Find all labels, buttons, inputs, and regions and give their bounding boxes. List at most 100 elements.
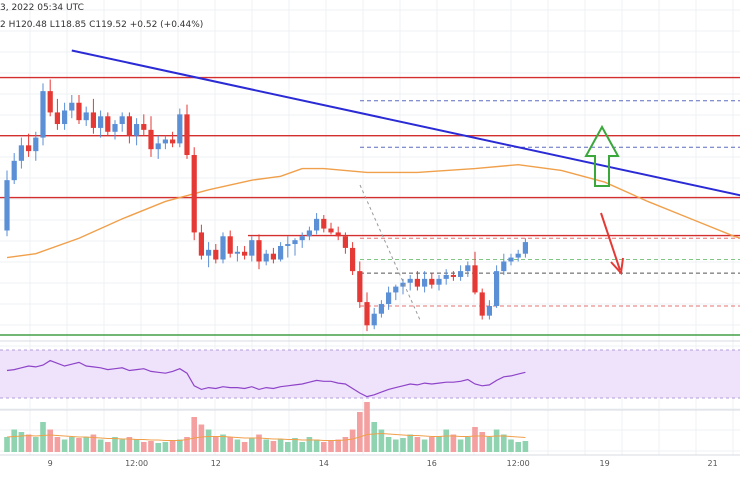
candle-body <box>54 112 60 125</box>
candle-body <box>126 116 132 136</box>
candle-body <box>278 245 284 260</box>
volume-bar <box>299 442 305 452</box>
volume-bar <box>191 417 197 452</box>
volume-bar <box>198 424 205 452</box>
candle-body <box>134 124 140 136</box>
candle-body <box>515 253 521 258</box>
candle <box>515 249 521 262</box>
trend-line <box>71 49 740 321</box>
candle-body <box>422 278 428 287</box>
candle <box>328 222 334 235</box>
candle <box>422 271 428 293</box>
arrows <box>584 124 624 276</box>
volume-bar <box>33 437 39 452</box>
candle <box>177 108 183 148</box>
candle <box>436 275 442 291</box>
volume-bar <box>335 439 341 452</box>
candle <box>321 215 327 233</box>
volume-bar <box>385 437 392 452</box>
candle <box>83 106 89 126</box>
x-tick-label: 12:00 <box>507 459 530 468</box>
x-tick-label: 19 <box>600 459 610 468</box>
volume-bar <box>90 434 97 452</box>
volume-bar <box>457 439 464 452</box>
candle-body <box>429 278 435 285</box>
candle-body <box>206 249 212 256</box>
volume-bar <box>133 439 140 452</box>
x-tick-label: 14 <box>319 459 329 468</box>
x-tick-label: 16 <box>427 459 437 468</box>
volume-bar <box>105 442 111 452</box>
candle <box>105 112 111 136</box>
candle-body <box>285 244 291 246</box>
volume-bar <box>155 443 161 452</box>
volume-bar <box>25 434 32 452</box>
candle <box>33 131 39 161</box>
candle-body <box>335 232 341 237</box>
candle-body <box>501 261 507 272</box>
volume-bar <box>112 437 118 452</box>
candle-body <box>371 313 377 326</box>
candle-body <box>342 236 348 248</box>
volume-bar <box>162 442 169 452</box>
candle-body <box>357 271 363 303</box>
candle <box>198 224 204 260</box>
volume-bar <box>205 429 212 452</box>
candle <box>54 98 60 130</box>
candle-body <box>242 251 248 256</box>
down-arrow-head <box>610 257 624 276</box>
candle <box>292 238 298 256</box>
candle-body <box>414 278 420 287</box>
volume-bar <box>328 441 334 452</box>
candle <box>299 232 305 248</box>
candle <box>206 242 212 268</box>
candle <box>522 238 528 258</box>
candle-body <box>256 240 262 262</box>
header-date: 3, 2022 05:34 UTC <box>0 3 84 13</box>
down-arrow-icon <box>600 212 621 271</box>
volume-bar <box>83 437 89 452</box>
candle <box>112 120 118 140</box>
volume-bar <box>421 439 428 452</box>
volume-bar <box>436 436 442 452</box>
candle <box>443 269 449 285</box>
volume-bar <box>241 442 248 452</box>
candle-body <box>191 155 197 233</box>
candle-body <box>522 242 528 254</box>
header-ohlc: 2 H120.48 L118.85 C119.52 +0.52 (+0.44%) <box>0 20 204 30</box>
candle-body <box>213 249 219 260</box>
candle <box>371 307 377 330</box>
volume-bar <box>263 439 269 452</box>
volume-bar <box>47 429 53 452</box>
candle-body <box>170 139 176 144</box>
candle <box>141 114 147 136</box>
volume-bar <box>313 439 320 452</box>
volume-bar <box>342 437 349 452</box>
candle <box>314 213 320 235</box>
rsi-band <box>0 350 740 398</box>
candle-body <box>4 180 10 231</box>
candle-body <box>364 302 370 326</box>
volume-bar <box>148 441 154 452</box>
candle-body <box>76 102 82 121</box>
volume-bar <box>40 422 46 452</box>
candle-body <box>508 257 514 262</box>
volume-panel <box>4 402 529 452</box>
x-tick-label: 9 <box>48 459 53 468</box>
candle <box>335 226 341 241</box>
candle-body <box>393 286 399 293</box>
candle <box>278 242 284 262</box>
volume-ma-line <box>6 432 526 441</box>
volume-bar <box>285 442 291 452</box>
candle <box>494 265 500 308</box>
candle <box>256 234 262 270</box>
candle <box>213 244 219 264</box>
candle <box>479 288 485 320</box>
volume-bar <box>378 429 385 452</box>
candle-body <box>436 278 442 285</box>
candle <box>350 242 356 275</box>
candle <box>69 95 75 119</box>
candle <box>184 104 190 159</box>
candle <box>4 170 10 237</box>
